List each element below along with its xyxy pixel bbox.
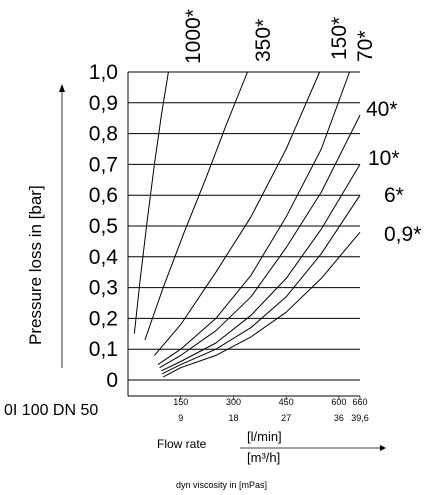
x-unit-lmin: [l/min] <box>247 429 282 444</box>
series-labels: 1000* 350* 150* 70* 40* 10* 6* 0,9* <box>182 9 421 246</box>
y-tick-label: 0,8 <box>89 123 118 146</box>
series-label: 150* <box>328 17 351 60</box>
series-line <box>133 71 169 334</box>
x-tick-label-lmin: 450 <box>279 397 294 407</box>
y-tick-label: 1,0 <box>89 61 118 84</box>
y-tick-labels: 1,0 0,9 0,8 0,7 0,6 0,5 0,4 0,3 0,2 0,1 0 <box>89 61 119 392</box>
x-tick-label-m3h: 9 <box>178 413 183 423</box>
series-label: 1000* <box>182 9 205 64</box>
series-label: 0,9* <box>384 223 421 246</box>
x-axis-label: Flow rate <box>157 437 207 451</box>
y-tick-label: 0,6 <box>89 184 118 207</box>
series-line <box>161 164 361 372</box>
series-label: 10* <box>368 147 400 170</box>
side-label: 0I 100 DN 50 <box>4 402 98 419</box>
x-tick-label-lmin: 300 <box>226 397 241 407</box>
x-tick-label-lmin: 600 <box>331 397 346 407</box>
y-axis-arrowhead <box>59 84 65 92</box>
series-line <box>157 71 350 366</box>
series-label: 6* <box>384 184 404 207</box>
series-line <box>159 114 361 369</box>
y-tick-label: 0,4 <box>89 246 119 269</box>
series-line <box>161 194 361 375</box>
y-tick-label: 0,7 <box>89 153 118 176</box>
grid-lines <box>127 71 361 400</box>
series-line <box>162 231 361 378</box>
y-tick-label: 0 <box>106 369 118 392</box>
series-label: 70* <box>354 30 377 62</box>
x-unit-m3h: [m³/h] <box>247 450 280 465</box>
series-lines <box>133 71 361 378</box>
y-axis-label: Pressure loss in [bar] <box>26 185 45 345</box>
y-tick-label: 0,9 <box>89 92 118 115</box>
footnote: dyn viscosity in [mPas] <box>176 480 267 490</box>
x-tick-label-lmin: 660 <box>352 397 367 407</box>
x-tick-label-m3h: 18 <box>228 413 238 423</box>
x-tick-label-m3h: 36 <box>334 413 344 423</box>
y-tick-label: 0,1 <box>89 338 118 361</box>
x-axis-arrowhead <box>380 445 386 451</box>
series-label: 40* <box>366 98 398 121</box>
y-tick-label: 0,3 <box>89 277 118 300</box>
series-label: 350* <box>252 19 275 62</box>
x-tick-label-m3h: 39,6 <box>351 413 369 423</box>
series-line <box>144 71 248 341</box>
x-tick-label-lmin: 150 <box>173 397 188 407</box>
x-tick-labels: 150 300 450 600 660 9 18 27 36 39,6 <box>173 397 369 423</box>
y-tick-label: 0,5 <box>89 215 118 238</box>
series-line <box>154 71 321 356</box>
y-tick-label: 0,2 <box>89 307 118 330</box>
x-tick-label-m3h: 27 <box>281 413 291 423</box>
